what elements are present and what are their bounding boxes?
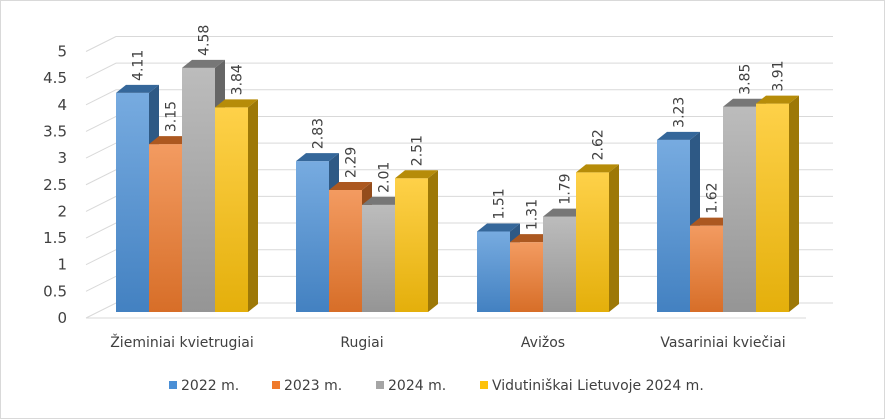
bar-front	[756, 103, 789, 312]
data-label: 3.15	[164, 101, 180, 132]
category-label: Avižos	[521, 335, 565, 351]
bar-side	[248, 99, 258, 312]
bar-top	[116, 84, 159, 93]
data-label: 4.58	[197, 25, 213, 56]
bar-front	[149, 144, 182, 312]
bar-front	[510, 242, 543, 312]
data-label: 2.01	[377, 162, 393, 193]
y-tick-label: 2	[57, 202, 67, 220]
bar-top	[543, 208, 586, 217]
bar-front	[657, 139, 690, 312]
gridline	[85, 89, 833, 106]
legend-swatch	[376, 381, 384, 389]
data-label: 3.91	[771, 60, 787, 91]
bar-top	[477, 223, 520, 232]
bar-top	[149, 136, 192, 145]
y-tick-label: 3	[57, 149, 67, 167]
bar-top	[215, 99, 258, 108]
data-label: 1.62	[705, 182, 721, 213]
y-tick-label: 3.5	[43, 122, 67, 140]
y-tick-label: 5	[57, 43, 67, 61]
bar-front	[395, 178, 428, 312]
bar-top	[756, 95, 799, 104]
bar-front	[477, 231, 510, 312]
bar-top	[510, 234, 553, 243]
bar-side	[789, 95, 799, 312]
y-tick-label: 0	[57, 309, 67, 327]
legend-item: Vidutiniškai Lietuvoje 2024 m.	[480, 378, 704, 394]
data-label: 3.23	[672, 97, 688, 128]
category-label: Rugiai	[340, 335, 383, 351]
bar-front	[182, 67, 215, 312]
bar	[576, 164, 619, 312]
bar-top	[296, 153, 339, 162]
bar-front	[116, 92, 149, 312]
legend-label: 2024 m.	[388, 378, 446, 394]
bar-top	[576, 164, 619, 173]
bar-front	[362, 204, 395, 312]
bar-top	[395, 170, 438, 179]
y-tick-label: 2.5	[43, 176, 67, 194]
bar-top	[723, 98, 766, 107]
legend-swatch	[272, 381, 280, 389]
data-label: 2.51	[410, 135, 426, 166]
gridline	[85, 62, 833, 79]
legend-item: 2023 m.	[272, 378, 342, 394]
bar-front	[543, 216, 576, 312]
bar-side	[428, 170, 438, 312]
bar-side	[609, 164, 619, 312]
y-tick-label: 4	[57, 96, 67, 114]
legend-label: 2022 m.	[181, 378, 239, 394]
y-tick-label: 4.5	[43, 69, 67, 87]
legend-item: 2022 m.	[169, 378, 239, 394]
data-label: 1.31	[525, 199, 541, 230]
data-label: 1.79	[558, 173, 574, 204]
category-label: Žieminiai kvietrugiai	[110, 333, 254, 351]
bar-front	[723, 106, 756, 312]
y-tick-label: 0.5	[43, 282, 67, 300]
bar-top	[657, 131, 700, 140]
legend-label: Vidutiniškai Lietuvoje 2024 m.	[492, 378, 704, 394]
legend-item: 2024 m.	[376, 378, 446, 394]
bar-front	[690, 225, 723, 312]
bar-front	[296, 161, 329, 312]
legend-label: 2023 m.	[284, 378, 342, 394]
bar	[215, 99, 258, 312]
bar-front	[329, 189, 362, 312]
category-label: Vasariniai kviečiai	[660, 335, 785, 351]
y-tick-label: 1.5	[43, 229, 67, 247]
bar-top	[362, 196, 405, 205]
data-label: 3.85	[738, 64, 754, 95]
bar-top	[690, 217, 733, 226]
data-label: 1.51	[492, 188, 508, 219]
bar-top	[182, 59, 225, 68]
gridline	[85, 36, 833, 52]
data-label: 2.62	[591, 129, 607, 160]
data-label: 4.11	[131, 50, 147, 81]
data-label: 3.84	[230, 64, 246, 95]
legend-swatch	[169, 381, 177, 389]
bar	[395, 170, 438, 312]
legend-swatch	[480, 381, 488, 389]
bar-front	[215, 107, 248, 312]
data-label: 2.83	[311, 118, 327, 149]
y-tick-label: 1	[57, 256, 67, 274]
bar-front	[576, 172, 609, 312]
bar-top	[329, 181, 372, 190]
data-label: 2.29	[344, 147, 360, 178]
bar	[756, 95, 799, 312]
